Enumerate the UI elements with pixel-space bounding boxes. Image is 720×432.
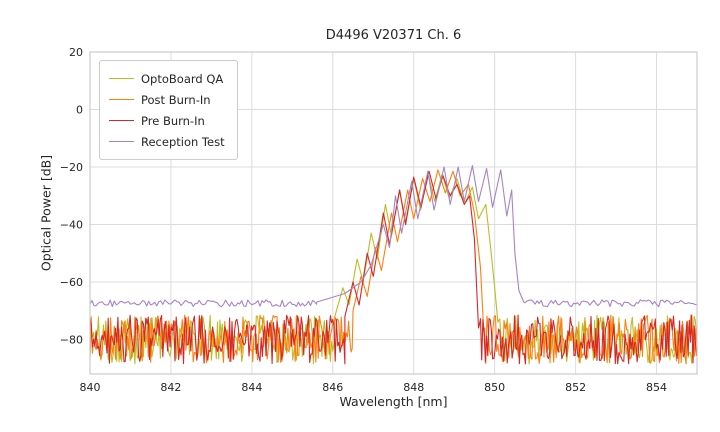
x-tick-label: 854 (646, 381, 667, 394)
y-tick-label: −80 (60, 334, 83, 347)
y-tick-label: −40 (60, 219, 83, 232)
x-tick-label: 852 (565, 381, 586, 394)
x-tick-label: 842 (160, 381, 181, 394)
x-tick-label: 844 (241, 381, 262, 394)
y-tick-label: 0 (76, 104, 83, 117)
axes-frame (89, 51, 698, 375)
legend: OptoBoard QA Post Burn-In Pre Burn-In Recep… (99, 60, 238, 160)
y-tick-label: 20 (69, 46, 83, 59)
legend-label: Post Burn-In (141, 92, 211, 107)
legend-label: Pre Burn-In (141, 113, 205, 128)
x-tick-label: 846 (322, 381, 343, 394)
y-axis-label: Optical Power [dB] (38, 154, 54, 272)
legend-item: Pre Burn-In (109, 110, 225, 131)
series-pre-burn-in (89, 170, 698, 365)
x-axis-label: Wavelength [nm] (339, 394, 448, 409)
legend-line-swatch (109, 120, 134, 121)
x-tick-label: 850 (484, 381, 505, 394)
legend-item: Post Burn-In (109, 89, 225, 110)
series-reception-test (89, 165, 698, 308)
x-tick-label: 840 (80, 381, 101, 394)
legend-item: Reception Test (109, 131, 225, 152)
y-tick-label: −20 (60, 161, 83, 174)
series-optoboard-qa (89, 172, 698, 365)
legend-item: OptoBoard QA (109, 68, 225, 89)
legend-line-swatch (109, 78, 134, 79)
chart-title: D4496 V20371 Ch. 6 (325, 28, 462, 43)
x-tick-label: 848 (403, 381, 424, 394)
legend-label: Reception Test (141, 134, 225, 149)
legend-label: OptoBoard QA (141, 71, 224, 86)
y-tick-label: −60 (60, 276, 83, 289)
legend-line-swatch (109, 99, 134, 100)
legend-line-swatch (109, 141, 134, 142)
